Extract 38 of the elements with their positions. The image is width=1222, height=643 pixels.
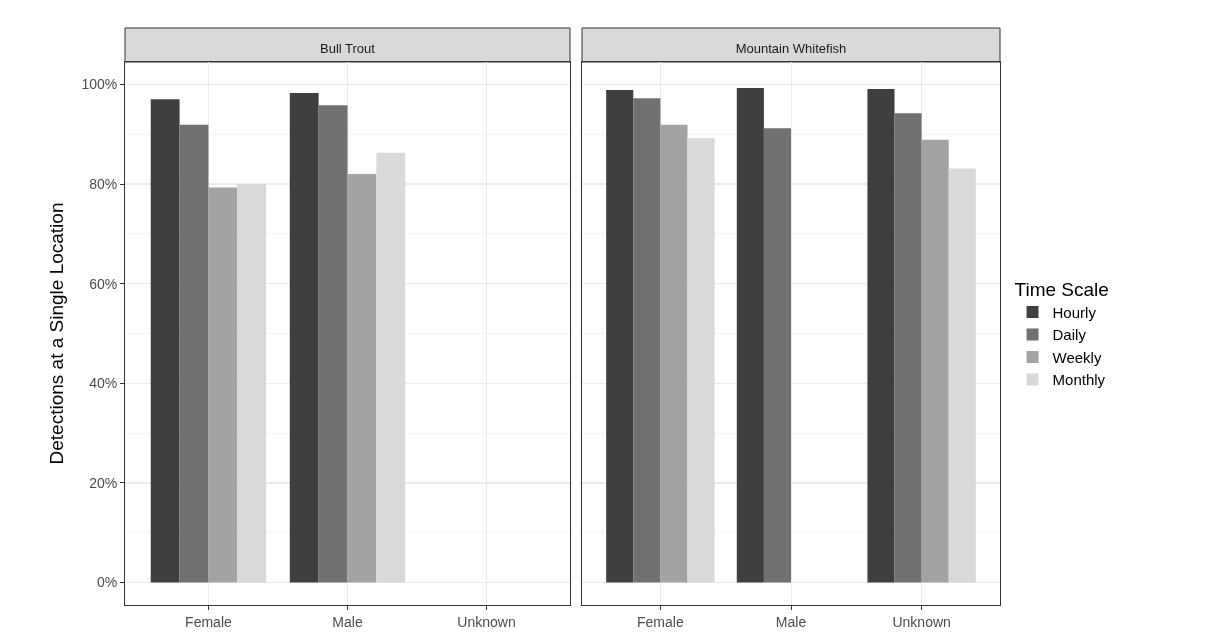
x-tick-label: Male <box>332 613 363 630</box>
legend-label: Weekly <box>1052 348 1102 366</box>
bar <box>867 88 895 583</box>
y-tick-label: 20% <box>89 474 118 491</box>
legend-title: Time Scale <box>1014 278 1109 300</box>
legend-label: Hourly <box>1052 303 1097 321</box>
x-tick-label: Male <box>775 613 807 630</box>
y-tick-label: 60% <box>89 275 118 292</box>
chart-title: Mountain Whitefish <box>735 41 847 56</box>
bar <box>660 124 688 583</box>
bar <box>894 113 922 583</box>
y-tick-label: 40% <box>89 375 118 392</box>
x-tick-label: Unknown <box>892 613 951 630</box>
x-tick-label: Female <box>185 613 232 630</box>
y-axis-title: Detections at a Single Location <box>46 202 68 465</box>
bar <box>633 98 661 583</box>
bar <box>318 105 348 583</box>
bar <box>948 168 976 583</box>
y-tick-label: 0% <box>96 574 118 591</box>
bar <box>687 138 715 583</box>
bar <box>208 187 238 583</box>
bar <box>763 128 791 583</box>
bar <box>606 89 634 583</box>
bar <box>150 99 180 583</box>
y-tick-label: 100% <box>81 76 118 93</box>
bar <box>347 174 377 583</box>
bar <box>237 184 267 583</box>
legend-label: Daily <box>1052 326 1087 344</box>
bar <box>289 92 319 583</box>
y-tick-label: 80% <box>89 175 118 192</box>
x-tick-label: Unknown <box>457 613 516 630</box>
bar <box>376 152 406 583</box>
bar <box>921 139 949 583</box>
x-tick-label: Female <box>637 613 684 630</box>
bar <box>736 87 764 583</box>
chart-title: Bull Trout <box>320 41 376 56</box>
bar <box>179 124 209 583</box>
legend-label: Monthly <box>1052 371 1106 389</box>
